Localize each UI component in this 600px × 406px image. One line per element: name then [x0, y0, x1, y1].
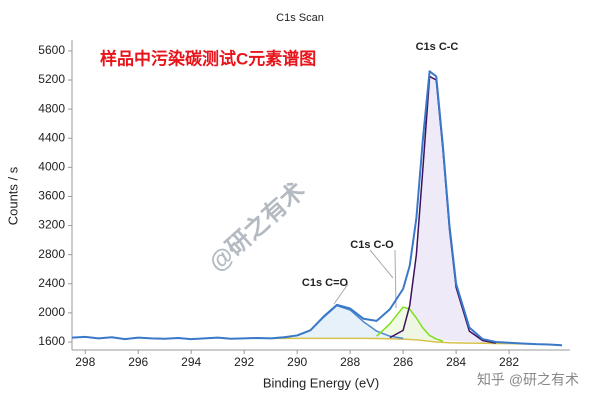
watermark: 知乎 @研之有术 — [477, 372, 579, 388]
component-fill — [283, 305, 404, 339]
leader-line — [369, 249, 394, 279]
x-tick-label: 298 — [75, 355, 95, 369]
watermark: @研之有术 — [203, 176, 310, 277]
y-axis-label: Counts / s — [5, 166, 20, 225]
peak-label: C1s C-C — [416, 41, 459, 53]
peak-label: C1s C-O — [350, 239, 394, 251]
y-tick-label: 2400 — [38, 276, 65, 290]
x-tick-label: 296 — [128, 355, 148, 369]
x-tick-label: 284 — [446, 355, 466, 369]
x-tick-label: 282 — [499, 355, 519, 369]
y-tick-label: 4000 — [38, 160, 65, 174]
y-tick-label: 5200 — [38, 72, 65, 86]
chart-title: C1s Scan — [276, 12, 324, 24]
y-tick-label: 3200 — [38, 218, 65, 232]
y-tick-label: 2000 — [38, 305, 65, 319]
component-fill — [389, 76, 496, 344]
chart-subtitle: 样品中污染碳测试C元素谱图 — [100, 48, 316, 68]
plot-area — [72, 70, 563, 347]
x-axis-label: Binding Energy (eV) — [263, 375, 379, 390]
series-line — [376, 306, 444, 342]
x-tick-label: 294 — [181, 355, 201, 369]
peak-label: C1s C=O — [302, 277, 349, 289]
y-tick-label: 3600 — [38, 189, 65, 203]
x-tick-label: 286 — [393, 355, 413, 369]
leader-line — [333, 283, 349, 305]
y-tick-label: 4400 — [38, 130, 65, 144]
x-tick-label: 290 — [287, 355, 307, 369]
y-tick-label: 4800 — [38, 101, 65, 115]
series-line — [270, 337, 536, 345]
series-line — [72, 70, 563, 347]
y-tick-label: 1600 — [38, 334, 65, 348]
x-tick-label: 292 — [234, 355, 254, 369]
y-tick-label: 2800 — [38, 247, 65, 261]
y-tick-label: 5600 — [38, 43, 65, 57]
x-tick-label: 288 — [340, 355, 360, 369]
